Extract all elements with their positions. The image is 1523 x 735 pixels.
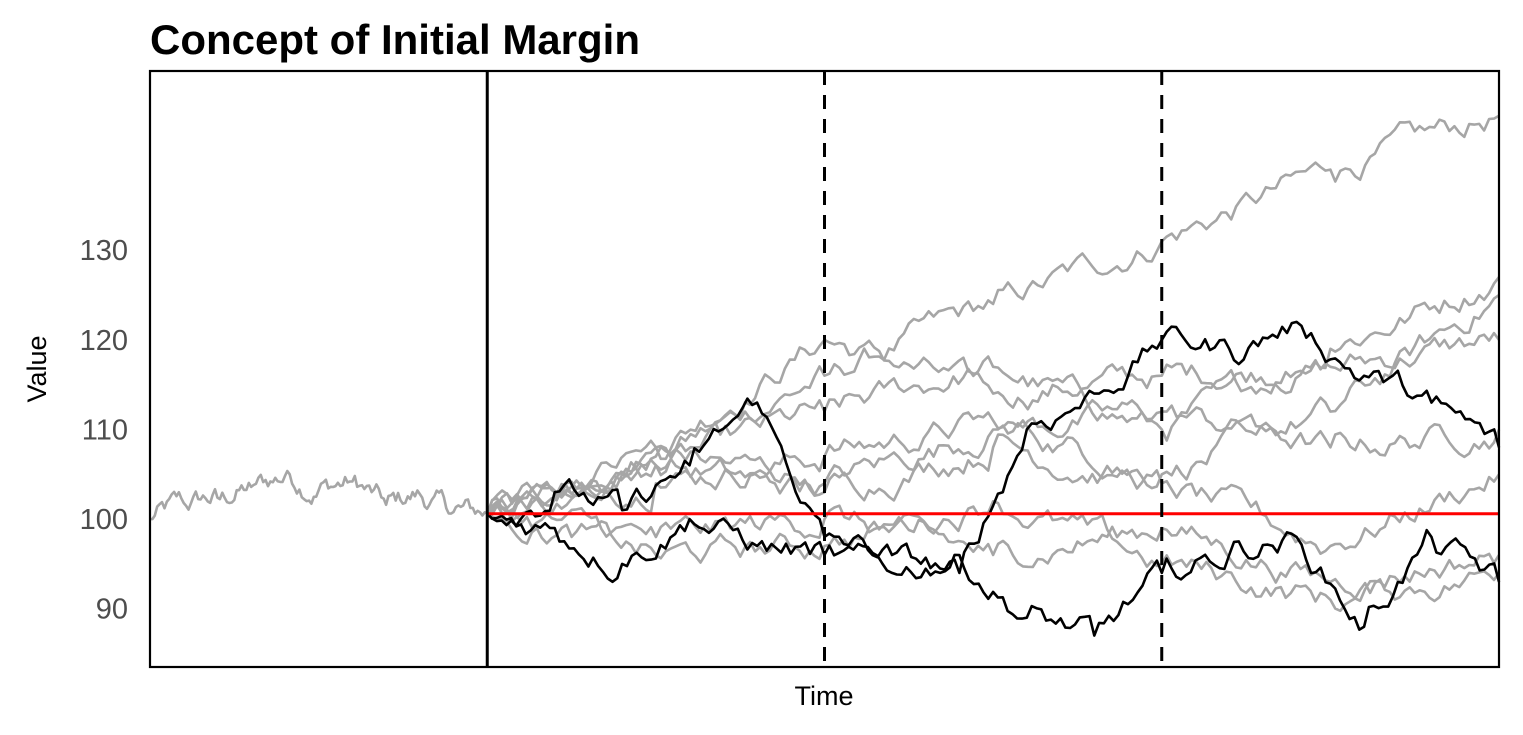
y-tick-label: 120 [80,325,128,357]
plot-panel-border [148,69,1501,669]
historical-path-line [150,469,488,521]
y-tick-label: 90 [96,594,128,626]
simulated-path-line-6 [486,433,1501,555]
simulated-path-line-5 [486,399,1501,515]
simulated-path-line-1 [486,114,1500,524]
y-axis-title: Value [22,335,52,402]
x-axis-title: Time [795,681,854,711]
chart-title: Concept of Initial Margin [150,16,640,63]
y-axis-ticks: 90 100 110 120 130 [80,235,128,625]
simulated-path-line-4 [487,294,1500,519]
time-markers [485,71,1164,667]
y-tick-label: 130 [80,235,128,267]
simulated-path-line-7 [486,500,1501,603]
highlighted-path-line-2 [486,512,1501,637]
y-tick-label: 110 [82,414,128,446]
highlighted-path-line-1 [486,320,1501,575]
y-tick-label: 100 [80,504,128,536]
simulated-path-line-2 [486,331,1501,515]
lines-layer [150,114,1501,637]
